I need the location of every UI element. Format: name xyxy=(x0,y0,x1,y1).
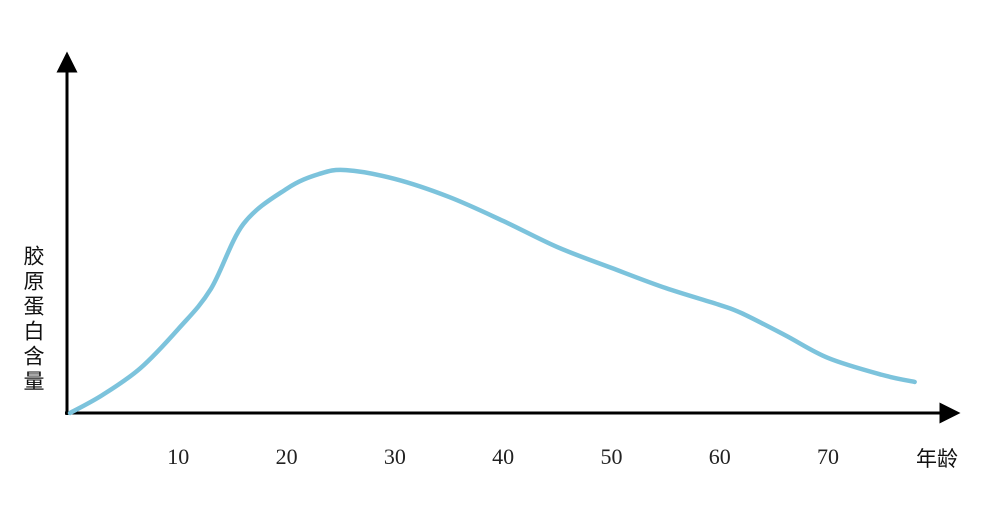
data-line xyxy=(67,167,917,416)
y-axis-label: 胶原蛋白含量 xyxy=(21,245,45,395)
x-axis-label: 年龄 xyxy=(916,447,958,471)
x-tick-label: 60 xyxy=(709,444,731,469)
x-tick-label: 50 xyxy=(600,444,622,469)
x-tick-label: 10 xyxy=(167,444,189,469)
x-tick-label: 20 xyxy=(276,444,298,469)
x-tick-label: 70 xyxy=(817,444,839,469)
x-tick-label: 40 xyxy=(492,444,514,469)
x-tick-label: 30 xyxy=(384,444,406,469)
